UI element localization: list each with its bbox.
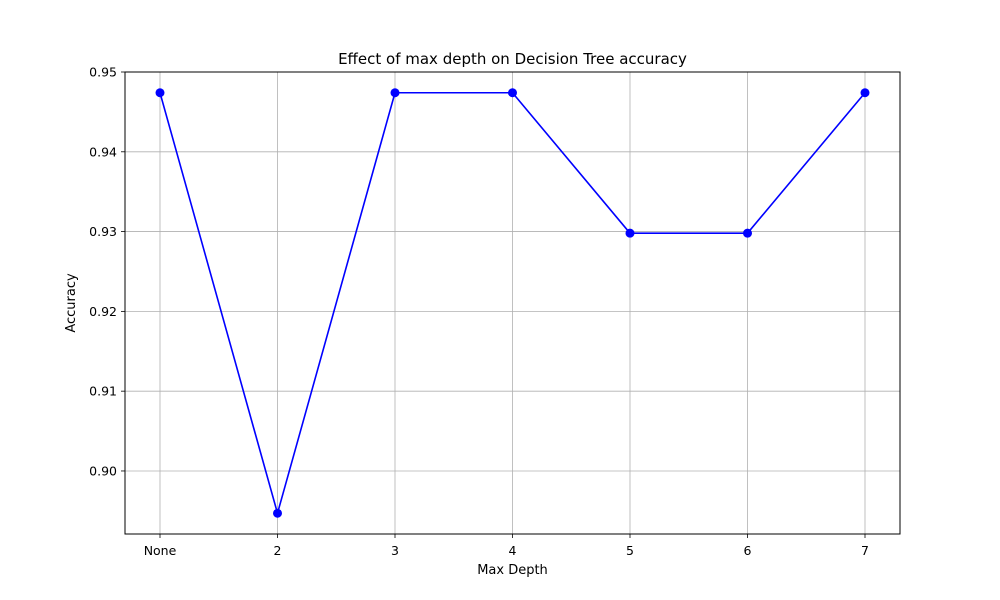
x-axis: None 2 3 4 5 6 7 <box>144 534 869 558</box>
grid-layer <box>125 71 900 534</box>
x-tick-label: 7 <box>861 543 869 558</box>
x-tick-label: 2 <box>274 543 282 558</box>
y-axis-title: Accuracy <box>64 273 79 333</box>
x-tick-label: 3 <box>391 543 399 558</box>
y-tick-label: 0.90 <box>89 463 117 478</box>
y-tick-label: 0.92 <box>89 304 117 319</box>
data-point-4 <box>508 88 517 98</box>
y-axis: 0.90 0.91 0.92 0.93 0.94 0.95 <box>89 65 125 478</box>
data-point-none <box>155 88 165 98</box>
x-tick-label: 4 <box>509 543 517 558</box>
x-axis-title: Max Depth <box>477 563 548 578</box>
x-tick-label: 5 <box>626 543 634 558</box>
y-tick-label: 0.95 <box>89 65 117 80</box>
chart-title: Effect of max depth on Decision Tree acc… <box>338 50 687 68</box>
series-layer <box>155 88 870 518</box>
data-point-6 <box>743 228 752 238</box>
data-point-3 <box>390 88 400 98</box>
y-tick-label: 0.94 <box>89 144 117 159</box>
data-point-5 <box>625 228 635 238</box>
y-tick-label: 0.93 <box>89 224 117 239</box>
x-tick-label: None <box>144 543 177 558</box>
data-point-2 <box>273 508 282 518</box>
data-point-7 <box>860 88 870 98</box>
y-tick-label: 0.91 <box>89 384 117 399</box>
x-tick-label: 6 <box>744 543 752 558</box>
